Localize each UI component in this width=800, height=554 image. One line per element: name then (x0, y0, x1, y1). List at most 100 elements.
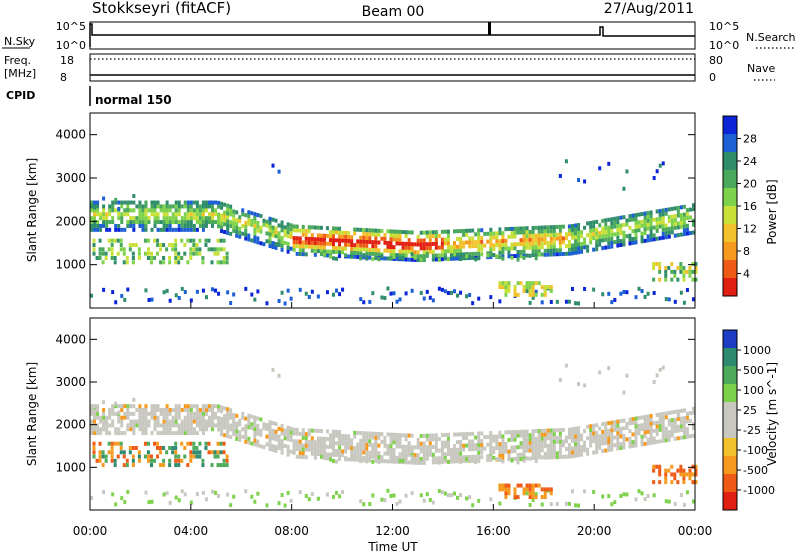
power-cell (189, 238, 193, 243)
power-cell (192, 251, 196, 256)
power-cell (126, 223, 130, 228)
power-cell (446, 257, 450, 262)
power-cell (667, 207, 671, 212)
colorbar-tick-label: 4 (743, 268, 750, 281)
power-cell (322, 245, 326, 250)
power-cell (226, 227, 230, 232)
power-cell (525, 281, 529, 286)
power-cell (117, 200, 121, 205)
power-cell (664, 269, 668, 274)
power-cell (99, 223, 103, 228)
power-cell (567, 232, 571, 237)
power-cell (332, 256, 335, 261)
velocity-cell (531, 452, 535, 457)
power-cell (371, 291, 375, 296)
velocity-cell (534, 483, 538, 488)
velocity-cell (277, 438, 281, 443)
velocity-cell (347, 434, 351, 439)
power-cell (313, 241, 317, 246)
power-cell (501, 254, 505, 259)
power-cell (549, 236, 553, 241)
velocity-cell (168, 446, 172, 450)
power-cell (543, 233, 547, 238)
velocity-cell (383, 439, 387, 444)
power-cell (537, 249, 541, 254)
velocity-cell (177, 411, 181, 416)
power-cell (555, 224, 559, 229)
power-cell (456, 248, 460, 253)
power-cell (268, 216, 272, 221)
freq-panel: Freq. [MHz] 18 8 80 0 Nave (4, 53, 775, 84)
velocity-cell (253, 438, 257, 443)
velocity-cell (380, 459, 384, 464)
velocity-cell (462, 447, 466, 452)
power-cell (434, 234, 438, 239)
power-cell (295, 251, 299, 256)
power-cell (150, 297, 154, 302)
power-cell (371, 257, 375, 262)
freq-label: Freq. (4, 54, 31, 67)
velocity-cell (480, 450, 484, 455)
power-cell (428, 249, 432, 254)
velocity-cell (489, 455, 493, 460)
power-cell (244, 220, 248, 225)
velocity-cell (132, 419, 136, 424)
power-cell (286, 245, 290, 250)
power-cell (386, 248, 390, 253)
power-cell (111, 290, 115, 295)
power-cell (141, 223, 145, 228)
power-cell (558, 244, 562, 249)
velocity-cell (513, 445, 517, 450)
velocity-cell (277, 442, 281, 447)
velocity-cell (419, 457, 423, 462)
velocity-cell (392, 448, 396, 453)
power-cell (298, 287, 302, 292)
velocity-cell (144, 490, 148, 495)
power-cell (189, 216, 193, 221)
velocity-cell (365, 431, 369, 436)
power-cell (280, 243, 284, 248)
power-cell (386, 229, 390, 234)
power-cell (144, 204, 148, 209)
velocity-cell (286, 425, 290, 430)
power-cell (347, 254, 351, 259)
power-cell (407, 238, 411, 243)
power-cell (607, 237, 611, 242)
colorbar-tick-label: 20 (743, 178, 757, 191)
power-cell (534, 245, 538, 250)
power-cell (96, 200, 100, 205)
velocity-cell (404, 493, 408, 498)
velocity-cell (468, 454, 472, 459)
velocity-cell (141, 431, 145, 436)
velocity-cell (434, 444, 438, 449)
power-cell (537, 241, 541, 246)
power-cell (289, 235, 293, 240)
power-cell (105, 227, 109, 232)
velocity-cell (295, 443, 299, 448)
velocity-cell (601, 422, 605, 427)
power-cell (392, 229, 396, 234)
velocity-cell (262, 445, 266, 450)
velocity-cell (528, 502, 532, 507)
velocity-cell (613, 423, 617, 428)
velocity-cell (410, 449, 414, 454)
velocity-cell (634, 416, 638, 421)
power-cell (425, 234, 429, 239)
velocity-cell (365, 459, 369, 464)
velocity-cell (498, 430, 502, 435)
velocity-cell (204, 446, 208, 450)
power-cell (631, 213, 635, 218)
power-cell (271, 163, 275, 168)
velocity-cell (567, 427, 571, 432)
velocity-cell (676, 417, 680, 422)
power-cell (610, 244, 614, 249)
velocity-cell (531, 483, 535, 488)
velocity-cell (153, 423, 157, 428)
velocity-cell (211, 415, 214, 420)
velocity-cell (359, 438, 363, 443)
velocity-cell (244, 439, 248, 444)
power-cell (271, 233, 275, 238)
velocity-cell (286, 452, 290, 457)
velocity-cell (359, 431, 363, 436)
velocity-cell (226, 426, 230, 431)
